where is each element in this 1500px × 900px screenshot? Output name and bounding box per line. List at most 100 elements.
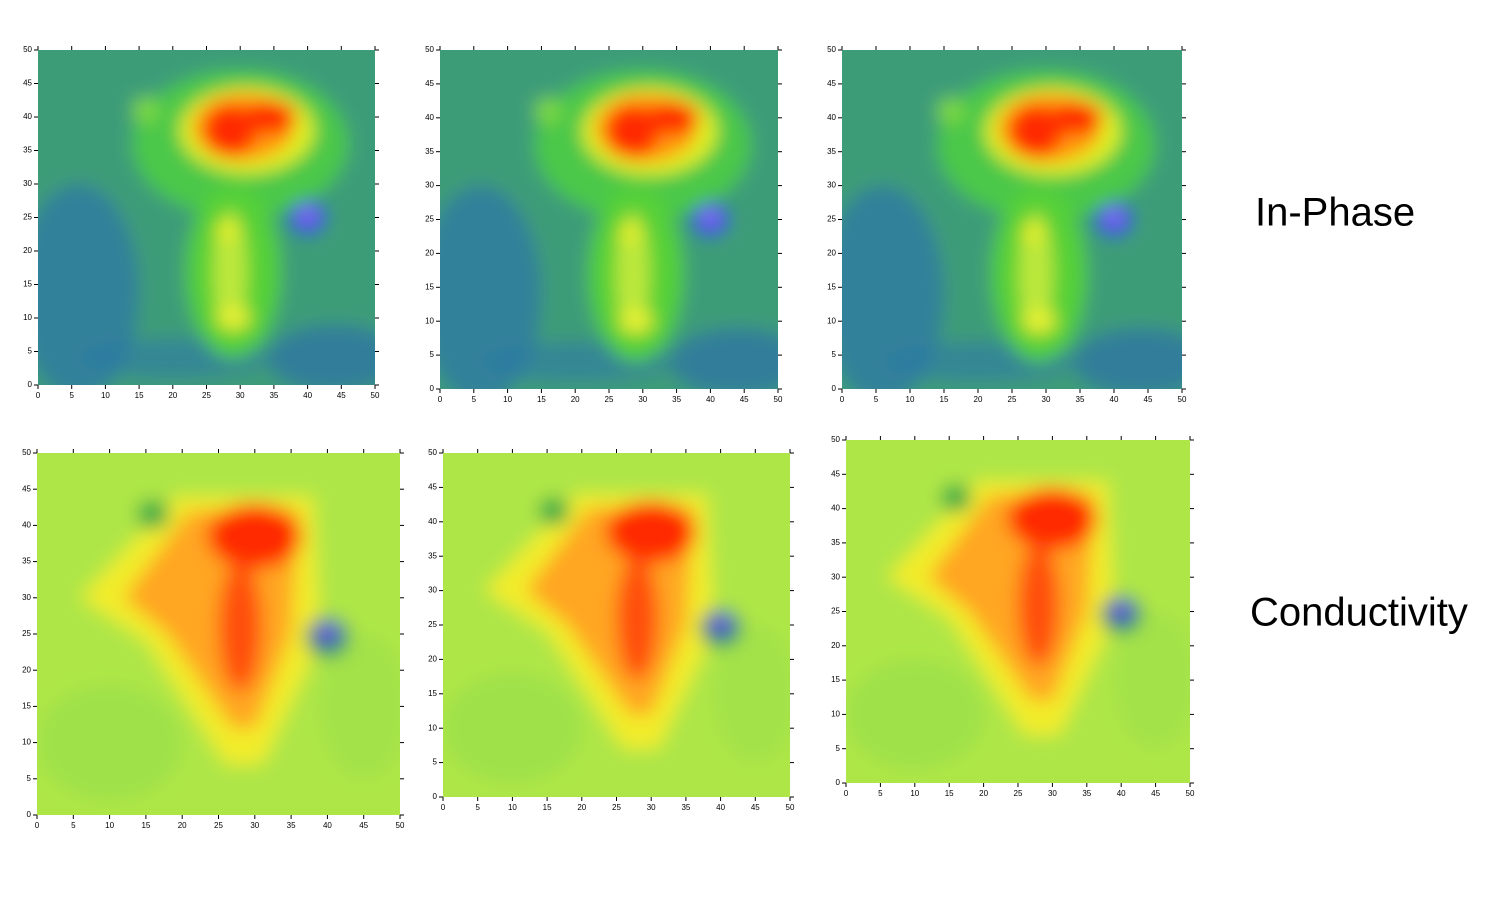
x-tick-label: 45 <box>359 821 368 830</box>
x-tick-label: 30 <box>1048 789 1057 798</box>
x-tick-label: 10 <box>910 789 919 798</box>
y-tick-label: 40 <box>22 521 31 530</box>
x-tick-label: 45 <box>1151 789 1160 798</box>
x-tick-label: 5 <box>71 821 76 830</box>
heatmap-image <box>4 17 408 419</box>
x-tick-label: 10 <box>101 391 110 400</box>
y-tick-label: 30 <box>425 181 434 190</box>
y-tick-label: 15 <box>22 702 31 711</box>
y-tick-label: 15 <box>425 282 434 291</box>
heatmap-panel: 0 5 10 15 20 25 30 35 40 45 50 0 5 10 15 20 25 30 35 40 45 50 <box>406 16 812 423</box>
x-tick-label: 20 <box>577 803 586 812</box>
row-label: In-Phase <box>1255 191 1415 235</box>
y-tick-label: 40 <box>23 112 32 121</box>
x-tick-label: 45 <box>740 395 749 404</box>
y-tick-label: 20 <box>22 665 31 674</box>
y-tick-label: 50 <box>425 45 434 54</box>
y-tick-label: 5 <box>433 758 438 767</box>
y-tick-label: 0 <box>836 778 841 787</box>
y-tick-label: 45 <box>425 79 434 88</box>
y-tick-label: 35 <box>23 146 32 155</box>
y-tick-label: 50 <box>428 448 437 457</box>
heatmap-image <box>1 417 437 851</box>
x-tick-label: 35 <box>681 803 690 812</box>
x-tick-label: 50 <box>774 395 783 404</box>
y-tick-label: 50 <box>23 45 32 54</box>
x-tick-label: 25 <box>214 821 223 830</box>
y-tick-label: 0 <box>433 792 438 801</box>
y-tick-label: 15 <box>428 689 437 698</box>
x-tick-label: 35 <box>287 821 296 830</box>
heatmap-field <box>808 16 1216 423</box>
y-tick-label: 20 <box>831 641 840 650</box>
y-tick-label: 35 <box>425 147 434 156</box>
y-tick-label: 10 <box>428 723 437 732</box>
heatmap-image <box>808 16 1216 423</box>
x-tick-label: 40 <box>1110 395 1119 404</box>
x-tick-label: 45 <box>1144 395 1153 404</box>
x-tick-label: 5 <box>475 803 480 812</box>
heatmap-panel: 0 5 10 15 20 25 30 35 40 45 50 0 5 10 15 20 25 30 35 40 45 50 <box>4 17 408 419</box>
x-tick-label: 0 <box>35 821 40 830</box>
y-tick-label: 0 <box>832 384 837 393</box>
x-tick-label: 45 <box>751 803 760 812</box>
x-tick-label: 30 <box>638 395 647 404</box>
heatmap-field <box>406 16 812 423</box>
x-tick-label: 50 <box>786 803 795 812</box>
y-tick-label: 35 <box>827 147 836 156</box>
heatmap-panel: 0 5 10 15 20 25 30 35 40 45 50 0 5 10 15 20 25 30 35 40 45 50 <box>428 448 795 812</box>
x-tick-label: 10 <box>105 821 114 830</box>
y-tick-label: 5 <box>836 744 841 753</box>
heatmap-image <box>812 406 1225 818</box>
y-tick-label: 30 <box>831 572 840 581</box>
row-label: Conductivity <box>1250 591 1468 635</box>
x-tick-label: 50 <box>1178 395 1187 404</box>
y-tick-label: 25 <box>425 215 434 224</box>
y-tick-label: 10 <box>827 316 836 325</box>
y-tick-label: 10 <box>22 738 31 747</box>
y-tick-label: 10 <box>23 313 32 322</box>
y-tick-label: 25 <box>428 620 437 629</box>
x-tick-label: 15 <box>537 395 546 404</box>
x-tick-label: 15 <box>135 391 144 400</box>
x-tick-label: 40 <box>303 391 312 400</box>
x-tick-label: 15 <box>940 395 949 404</box>
x-tick-label: 20 <box>571 395 580 404</box>
x-tick-label: 0 <box>36 391 41 400</box>
y-tick-label: 40 <box>831 504 840 513</box>
y-tick-label: 15 <box>23 280 32 289</box>
y-tick-label: 25 <box>23 213 32 222</box>
y-tick-label: 10 <box>425 316 434 325</box>
x-tick-label: 0 <box>441 803 446 812</box>
x-tick-label: 40 <box>706 395 715 404</box>
x-tick-label: 10 <box>906 395 915 404</box>
y-tick-label: 40 <box>428 517 437 526</box>
y-tick-label: 30 <box>23 179 32 188</box>
x-tick-label: 20 <box>979 789 988 798</box>
x-tick-label: 20 <box>178 821 187 830</box>
y-tick-label: 30 <box>22 593 31 602</box>
y-tick-label: 0 <box>430 384 435 393</box>
y-tick-label: 40 <box>827 113 836 122</box>
x-tick-label: 30 <box>1042 395 1051 404</box>
x-tick-label: 10 <box>503 395 512 404</box>
x-tick-label: 30 <box>647 803 656 812</box>
heatmap-panel: 0 5 10 15 20 25 30 35 40 45 50 0 5 10 15 20 25 30 35 40 45 50 <box>812 406 1225 818</box>
x-tick-label: 40 <box>1117 789 1126 798</box>
y-tick-label: 45 <box>827 79 836 88</box>
x-tick-label: 0 <box>844 789 849 798</box>
y-tick-label: 20 <box>425 249 434 258</box>
y-tick-label: 0 <box>27 810 32 819</box>
y-tick-label: 45 <box>831 469 840 478</box>
heatmap-field <box>812 406 1225 818</box>
x-tick-label: 30 <box>250 821 259 830</box>
y-tick-label: 45 <box>22 484 31 493</box>
x-tick-label: 25 <box>1014 789 1023 798</box>
y-tick-label: 0 <box>28 380 33 389</box>
y-tick-label: 20 <box>23 246 32 255</box>
y-tick-label: 10 <box>831 710 840 719</box>
x-tick-label: 50 <box>371 391 380 400</box>
x-tick-label: 35 <box>1082 789 1091 798</box>
x-tick-label: 50 <box>1186 789 1195 798</box>
